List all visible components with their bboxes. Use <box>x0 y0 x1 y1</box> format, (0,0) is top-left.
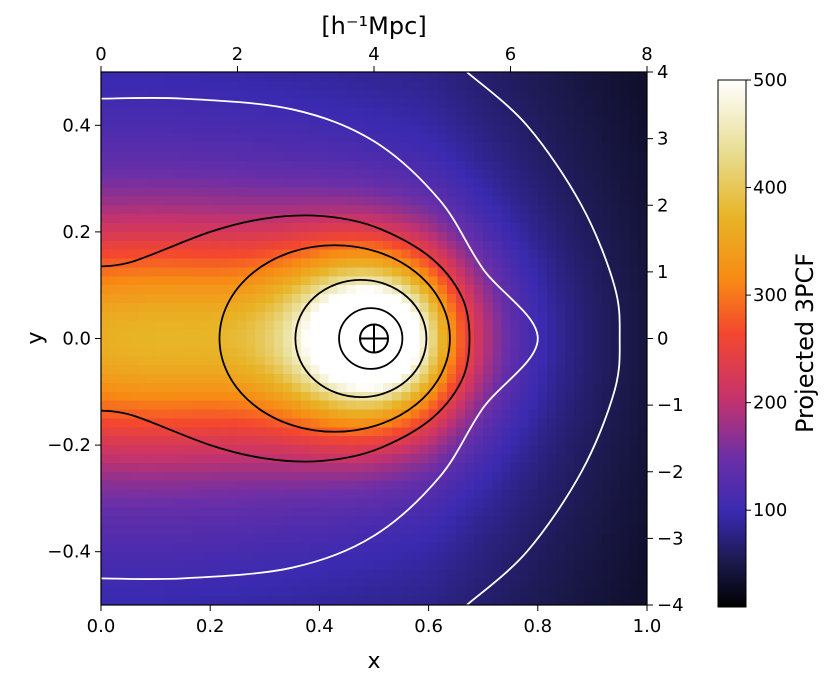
colorbar-tick-label: 100 <box>753 500 787 521</box>
x-tick-label: 0.0 <box>87 616 116 637</box>
top-axis-label: [h⁻¹Mpc] <box>321 12 426 40</box>
center-marker <box>359 323 389 354</box>
contour-line <box>466 72 621 605</box>
colorbar-tick-label: 300 <box>753 285 787 306</box>
right-tick-label: 3 <box>657 129 668 150</box>
top-tick-label: 0 <box>95 44 106 65</box>
right-tick-label: 4 <box>657 62 668 83</box>
y-tick-label: 0.2 <box>62 222 91 243</box>
right-tick-label: −1 <box>657 395 684 416</box>
top-tick-label: 6 <box>505 44 516 65</box>
y-tick-label: −0.2 <box>47 435 91 456</box>
x-tick-label: 1.0 <box>633 616 662 637</box>
colorbar-label: Projected 3PCF <box>791 253 819 433</box>
y-tick-label: −0.4 <box>47 542 91 563</box>
axis-ticks: 0.0 0.2 0.4 0.6 0.8 1.0 0.4 0.2 0.0 −0.2 −0.4 0 2 4 6 8… <box>47 44 683 637</box>
top-tick-label: 8 <box>641 44 652 65</box>
colorbar-tick-label: 500 <box>753 70 787 91</box>
right-tick-label: 1 <box>657 262 668 283</box>
contour-line <box>338 307 404 370</box>
colorbar-ticks: 500 400 300 200 100 <box>746 70 787 521</box>
x-axis-label: x <box>367 649 380 674</box>
x-tick-label: 0.2 <box>196 616 225 637</box>
right-tick-label: 0 <box>657 329 668 350</box>
colorbar <box>717 79 747 608</box>
top-tick-label: 2 <box>232 44 243 65</box>
y-tick-label: 0.4 <box>62 115 91 136</box>
contour-line <box>294 278 428 399</box>
right-tick-label: −4 <box>657 595 684 616</box>
x-tick-label: 0.6 <box>414 616 443 637</box>
y-tick-label: 0.0 <box>62 329 91 350</box>
contour-lines <box>101 72 621 605</box>
right-tick-label: −2 <box>657 462 684 483</box>
contour-line <box>218 244 451 433</box>
top-tick-label: 4 <box>368 44 379 65</box>
x-tick-label: 0.4 <box>305 616 334 637</box>
right-tick-label: −3 <box>657 528 684 549</box>
contour-line <box>101 96 539 581</box>
y-axis-label: y <box>23 331 48 344</box>
contour-line <box>101 214 471 463</box>
colorbar-tick-label: 200 <box>753 393 787 414</box>
right-tick-label: 2 <box>657 195 668 216</box>
colorbar-tick-label: 400 <box>753 178 787 199</box>
x-tick-label: 0.8 <box>523 616 552 637</box>
